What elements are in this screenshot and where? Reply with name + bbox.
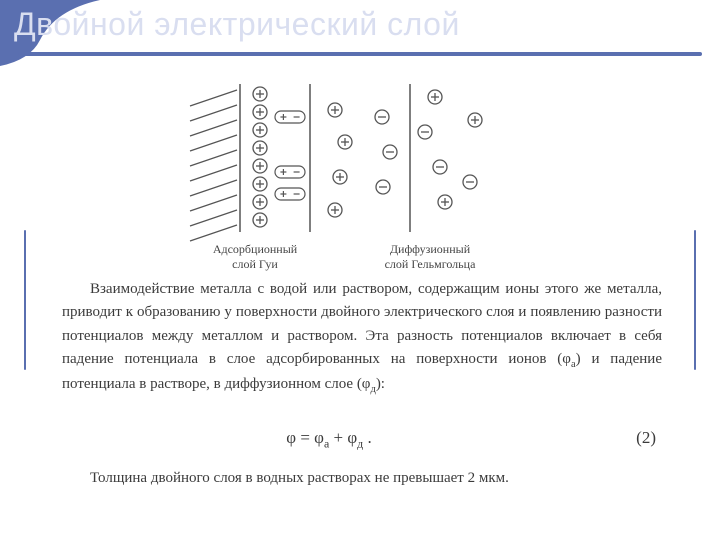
slide-root: Двойной электрический слой Адсорбционный…: [0, 0, 720, 540]
double-layer-diagram: Адсорбционныйслой Гуи Диффузионныйслой Г…: [160, 72, 540, 272]
equation: φ = φа + φд . (2): [62, 428, 662, 451]
slide-header: Двойной электрический слой: [0, 0, 720, 66]
footer-sentence: Толщина двойного слоя в водных растворах…: [62, 470, 662, 487]
slide-title: Двойной электрический слой: [14, 6, 460, 43]
diagram-label-right: Диффузионныйслой Гельмгольца: [350, 242, 510, 272]
body-paragraph: Взаимодействие металла с водой или раств…: [62, 278, 662, 398]
frame-accent-right: [694, 230, 696, 370]
diagram-label-left: Адсорбционныйслой Гуи: [190, 242, 320, 272]
equation-number: (2): [596, 428, 662, 451]
title-underline: [18, 52, 702, 56]
